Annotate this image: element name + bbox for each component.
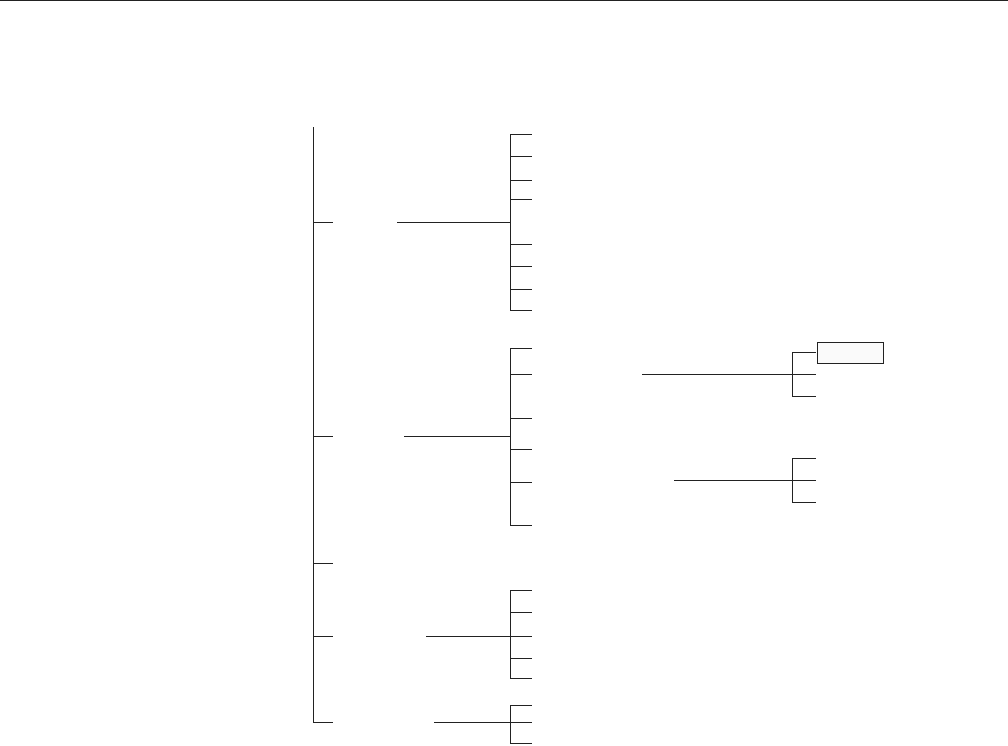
branch-group-4 [434, 705, 532, 744]
branch-group-3 [426, 590, 532, 679]
branch-group-1 [397, 134, 532, 311]
root-branch [313, 127, 333, 723]
highlight-box [817, 342, 884, 364]
sub-branch-1 [642, 352, 816, 397]
sub-branch-2 [674, 458, 816, 503]
branch-group-2 [404, 348, 532, 526]
